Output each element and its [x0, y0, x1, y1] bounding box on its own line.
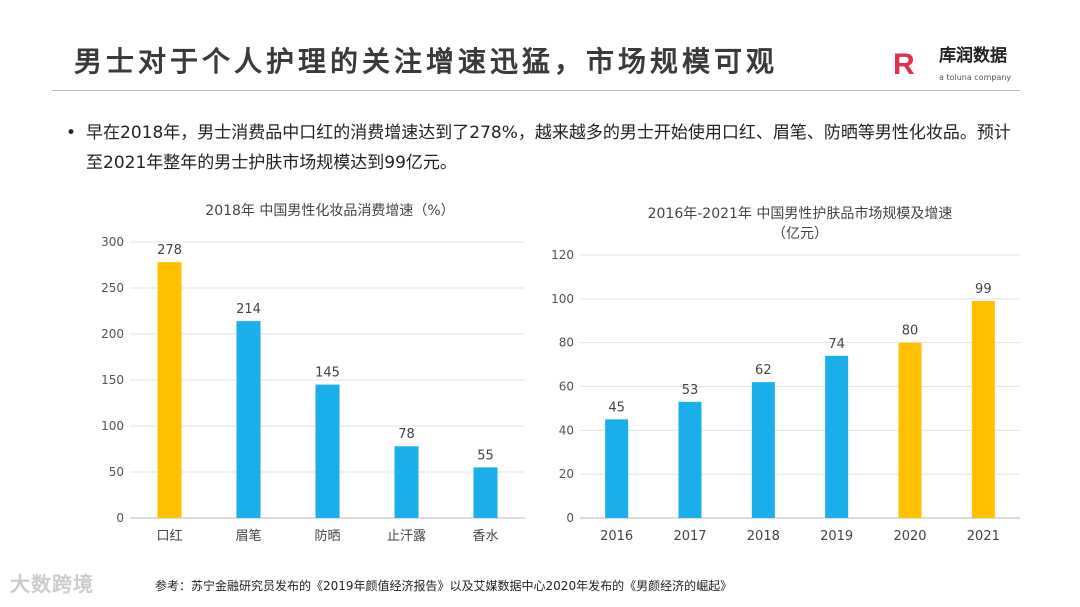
watermark: 大数跨境 [10, 572, 94, 596]
bullet-text: 早在2018年，男士消费品中口红的消费增速达到了278%，越来越多的男士开始使用… [86, 123, 1011, 173]
x-tick-label: 防晒 [314, 528, 340, 544]
x-tick-label: 2020 [893, 529, 926, 544]
x-tick-label: 口红 [156, 528, 182, 544]
data-label: 78 [398, 427, 415, 442]
data-label: 214 [236, 302, 261, 317]
bar [751, 382, 775, 518]
x-tick-label: 2019 [820, 529, 853, 544]
bar [971, 301, 995, 518]
y-tick-label: 300 [101, 235, 124, 249]
y-tick-label: 50 [109, 465, 124, 479]
bar [394, 446, 419, 518]
chart-title: 2016年-2021年 中国男性护肤品市场规模及增速 [648, 205, 953, 222]
footnote: 参考：苏宁金融研究员发布的《2019年颜值经济报告》以及艾媒数据中心2020年发… [155, 579, 733, 593]
y-tick-label: 0 [566, 511, 574, 525]
page-title: 男士对于个人护理的关注增速迅猛，市场规模可观 [74, 45, 779, 78]
y-tick-label: 200 [101, 327, 124, 341]
bar [315, 384, 340, 518]
x-tick-label: 2016 [600, 529, 633, 544]
x-tick-label: 2017 [673, 529, 706, 544]
logo-name: 库润数据 [939, 46, 1007, 66]
y-tick-label: 0 [116, 511, 124, 525]
chart-subtitle: （亿元） [772, 226, 828, 242]
y-tick-label: 250 [101, 281, 124, 295]
chart-title: 2018年 中国男性化妆品消费增速（%） [205, 203, 454, 219]
data-label: 80 [902, 324, 919, 339]
x-tick-label: 止汗露 [387, 529, 426, 544]
y-tick-label: 150 [101, 373, 124, 387]
data-label: 62 [755, 363, 772, 378]
logo-mark: R [893, 48, 915, 81]
y-tick-label: 60 [559, 380, 574, 394]
company-logo: R 库润数据 a toluna company [893, 46, 1043, 86]
bar [605, 419, 629, 518]
data-label: 278 [157, 243, 182, 258]
y-tick-label: 20 [559, 467, 574, 481]
y-tick-label: 120 [551, 248, 574, 262]
bullet-point: • 早在2018年，男士消费品中口红的消费增速达到了278%，越来越多的男士开始使… [66, 118, 1026, 178]
bar [678, 401, 702, 518]
data-label: 74 [828, 337, 845, 352]
data-label: 45 [608, 400, 625, 415]
logo-tagline: a toluna company [939, 73, 1012, 82]
bar [157, 262, 182, 518]
bar [473, 467, 498, 518]
data-label: 53 [682, 383, 699, 398]
x-tick-label: 2018 [747, 529, 780, 544]
bar [898, 342, 922, 518]
bar [236, 321, 261, 518]
x-tick-label: 2021 [967, 529, 1000, 544]
y-tick-label: 80 [559, 336, 574, 350]
bar [825, 355, 849, 518]
title-divider [52, 90, 1020, 91]
x-tick-label: 眉笔 [235, 528, 261, 544]
data-label: 99 [975, 282, 992, 297]
x-tick-label: 香水 [472, 529, 498, 544]
data-label: 55 [477, 448, 494, 463]
y-tick-label: 100 [551, 292, 574, 306]
y-tick-label: 100 [101, 419, 124, 433]
y-tick-label: 40 [559, 423, 574, 437]
data-label: 145 [315, 366, 340, 381]
